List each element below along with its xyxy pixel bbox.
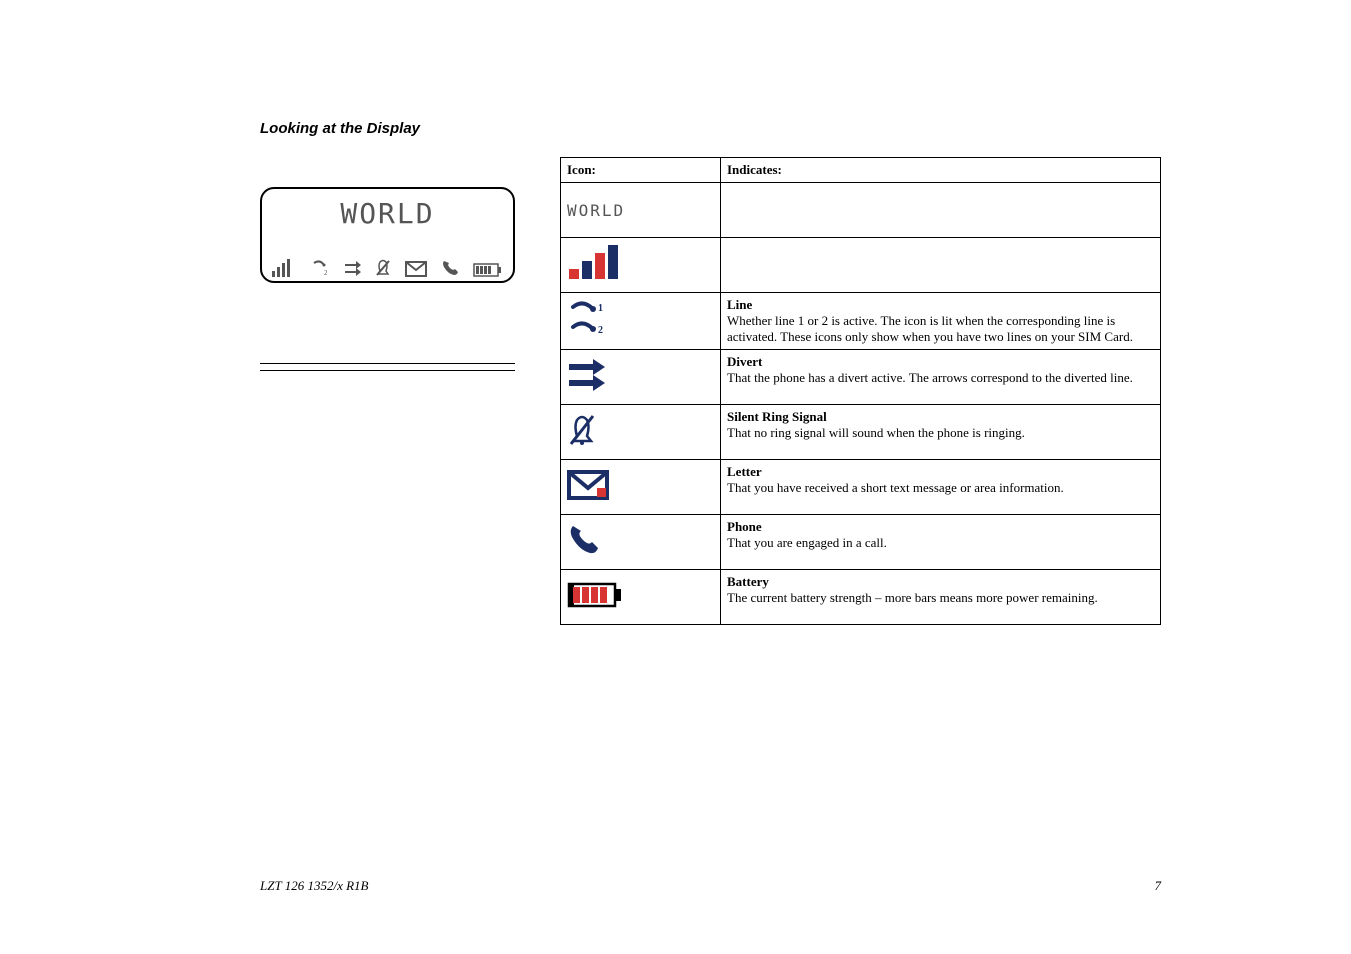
icon-cell-letter xyxy=(561,460,721,515)
icon-cell-signal-bars xyxy=(561,238,721,293)
signal-icon xyxy=(272,259,298,277)
letter-icon xyxy=(405,261,427,277)
description-cell: DivertThat the phone has a divert active… xyxy=(721,350,1161,405)
description-cell xyxy=(721,238,1161,293)
table-row: PhoneThat you are engaged in a call. xyxy=(561,515,1161,570)
phone-display-frame: WORLD 2 xyxy=(260,187,515,283)
line-icon: 2 xyxy=(312,259,330,277)
description-cell: PhoneThat you are engaged in a call. xyxy=(721,515,1161,570)
icon-cell-line-12: 12 xyxy=(561,293,721,350)
table-row: 12LineWhether line 1 or 2 is active. The… xyxy=(561,293,1161,350)
divider xyxy=(260,370,515,371)
table-header-indicates: Indicates: xyxy=(721,158,1161,183)
description-cell: Silent Ring SignalThat no ring signal wi… xyxy=(721,405,1161,460)
description-cell xyxy=(721,183,1161,238)
svg-text:2: 2 xyxy=(324,269,328,277)
icon-cell-divert-arrows xyxy=(561,350,721,405)
section-title: Looking at the Display xyxy=(260,120,1161,137)
row-title: Divert xyxy=(727,354,1154,370)
svg-text:2: 2 xyxy=(598,325,603,336)
row-body: That no ring signal will sound when the … xyxy=(727,425,1154,441)
row-title: Phone xyxy=(727,519,1154,535)
row-body: The current battery strength – more bars… xyxy=(727,590,1154,606)
footer-pagenum: 7 xyxy=(1155,878,1162,894)
table-header-icon: Icon: xyxy=(561,158,721,183)
icon-cell-phone xyxy=(561,515,721,570)
silent-icon xyxy=(375,259,391,277)
icon-cell-world-text: WORLD xyxy=(561,183,721,238)
row-title: Battery xyxy=(727,574,1154,590)
phone-display-text: WORLD xyxy=(270,197,505,230)
row-body: Whether line 1 or 2 is active. The icon … xyxy=(727,313,1154,345)
description-cell: BatteryThe current battery strength – mo… xyxy=(721,570,1161,625)
row-title: Letter xyxy=(727,464,1154,480)
icon-reference-table: Icon: Indicates: WORLD12LineWhether line… xyxy=(560,157,1161,625)
divert-icon xyxy=(344,259,362,277)
row-title: Silent Ring Signal xyxy=(727,409,1154,425)
table-row: WORLD xyxy=(561,183,1161,238)
table-row: LetterThat you have received a short tex… xyxy=(561,460,1161,515)
row-title: Line xyxy=(727,297,1154,313)
row-body: That the phone has a divert active. The … xyxy=(727,370,1154,386)
description-cell: LetterThat you have received a short tex… xyxy=(721,460,1161,515)
table-row: Silent Ring SignalThat no ring signal wi… xyxy=(561,405,1161,460)
icon-cell-silent xyxy=(561,405,721,460)
battery-icon xyxy=(473,263,503,277)
description-cell: LineWhether line 1 or 2 is active. The i… xyxy=(721,293,1161,350)
footer-docid: LZT 126 1352/x R1B xyxy=(260,878,368,894)
table-row xyxy=(561,238,1161,293)
phone-icon xyxy=(441,259,459,277)
row-body: That you are engaged in a call. xyxy=(727,535,1154,551)
divider xyxy=(260,363,515,364)
row-body: That you have received a short text mess… xyxy=(727,480,1154,496)
svg-text:1: 1 xyxy=(598,303,603,314)
phone-display-icons: 2 xyxy=(270,259,505,277)
icon-cell-battery xyxy=(561,570,721,625)
table-row: DivertThat the phone has a divert active… xyxy=(561,350,1161,405)
table-row: BatteryThe current battery strength – mo… xyxy=(561,570,1161,625)
